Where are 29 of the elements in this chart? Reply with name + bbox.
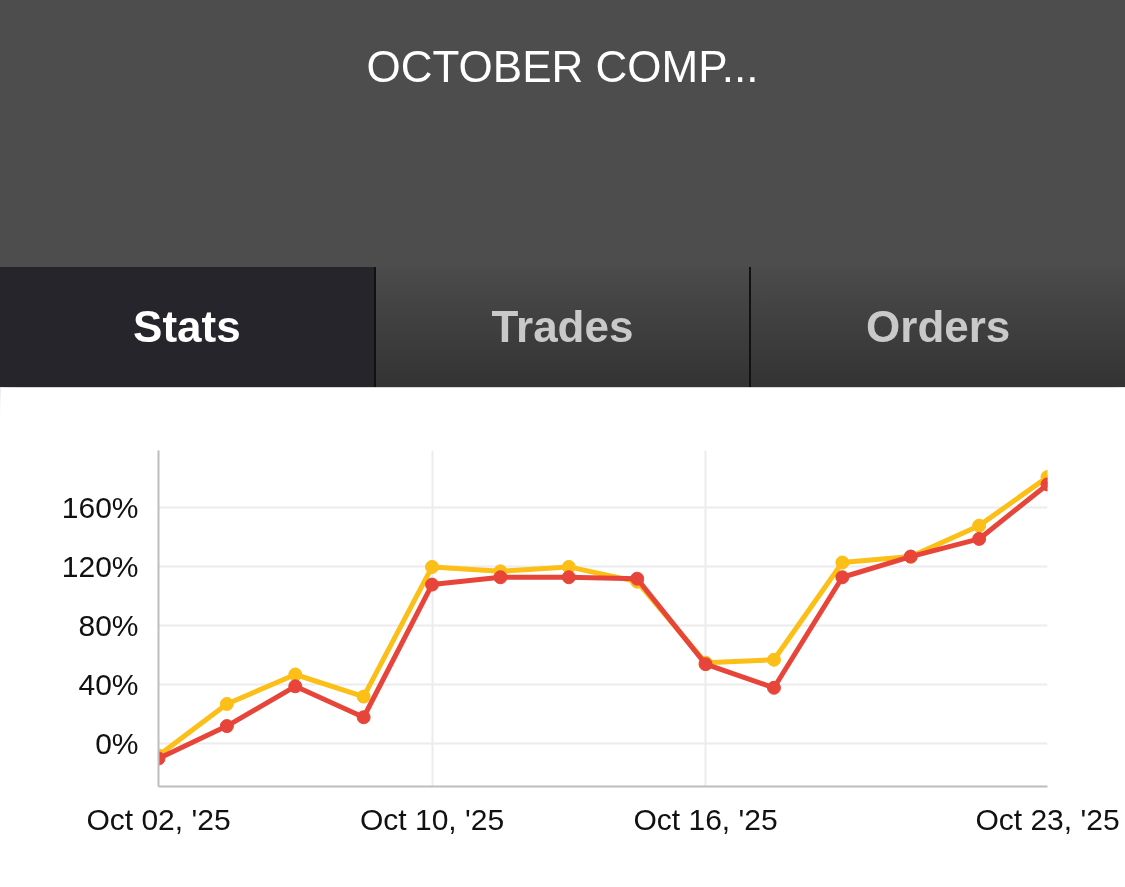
x-tick-label: Oct 16, '25 [633,802,778,836]
x-tick-label: Oct 23, '25 [975,802,1120,836]
point [972,518,987,533]
x-tick-label: Oct 10, '25 [359,802,505,836]
y-tick-label: 0% [95,727,139,761]
point [425,577,440,592]
text: Trades [373,267,750,387]
point [219,696,234,711]
point [561,570,576,585]
x-tick-label: Oct 02, '25 [86,802,231,836]
point [493,570,508,585]
point [288,679,303,694]
point [356,689,371,704]
y-tick-label: 40% [78,668,139,702]
point [766,680,781,695]
text: Stats [0,267,374,387]
point [972,531,987,546]
point [425,559,440,574]
point [356,710,371,725]
point [835,570,850,585]
y-tick-label: 120% [61,550,139,584]
y-tick-label: 80% [78,609,139,643]
chart-title: OCTOBER COMP... [365,41,760,94]
point [219,719,234,734]
y-tick-label: 160% [61,491,139,525]
point [288,667,303,682]
point [766,652,781,667]
point [835,555,850,570]
text: Orders [749,267,1125,387]
